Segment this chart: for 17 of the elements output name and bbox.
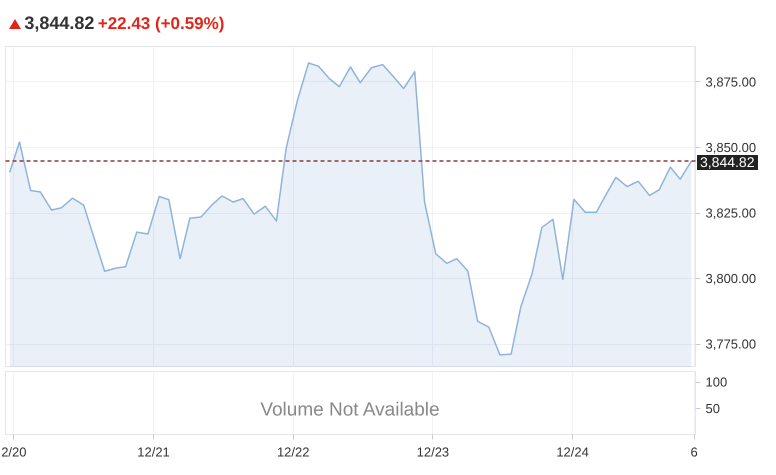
y-tick-label: 3,875.00: [706, 74, 756, 90]
x-tick-label: 2/20: [1, 444, 27, 460]
x-tick-label: 12/23: [416, 444, 450, 460]
y-tick-label: 50: [706, 400, 720, 416]
annotation: Volume Not Available: [260, 400, 440, 421]
x-tick-label: 12/21: [137, 444, 170, 460]
x-tick-label: 6: [690, 444, 698, 460]
ref-line-label: 3,844.82: [697, 154, 758, 170]
y-tick-label: 3,775.00: [706, 336, 756, 352]
chart-subtitle: +22.43 (+0.59%): [98, 14, 224, 33]
y-tick-label: 100: [706, 374, 728, 390]
y-tick-label: 3,825.00: [706, 206, 756, 221]
y-tick-label: 3,800.00: [706, 271, 756, 286]
x-tick-label: 12/24: [556, 444, 589, 460]
chart-title: 3,844.82: [24, 13, 94, 33]
y-tick-label: 3,850.00: [706, 140, 756, 155]
x-tick-label: 12/22: [276, 444, 310, 460]
